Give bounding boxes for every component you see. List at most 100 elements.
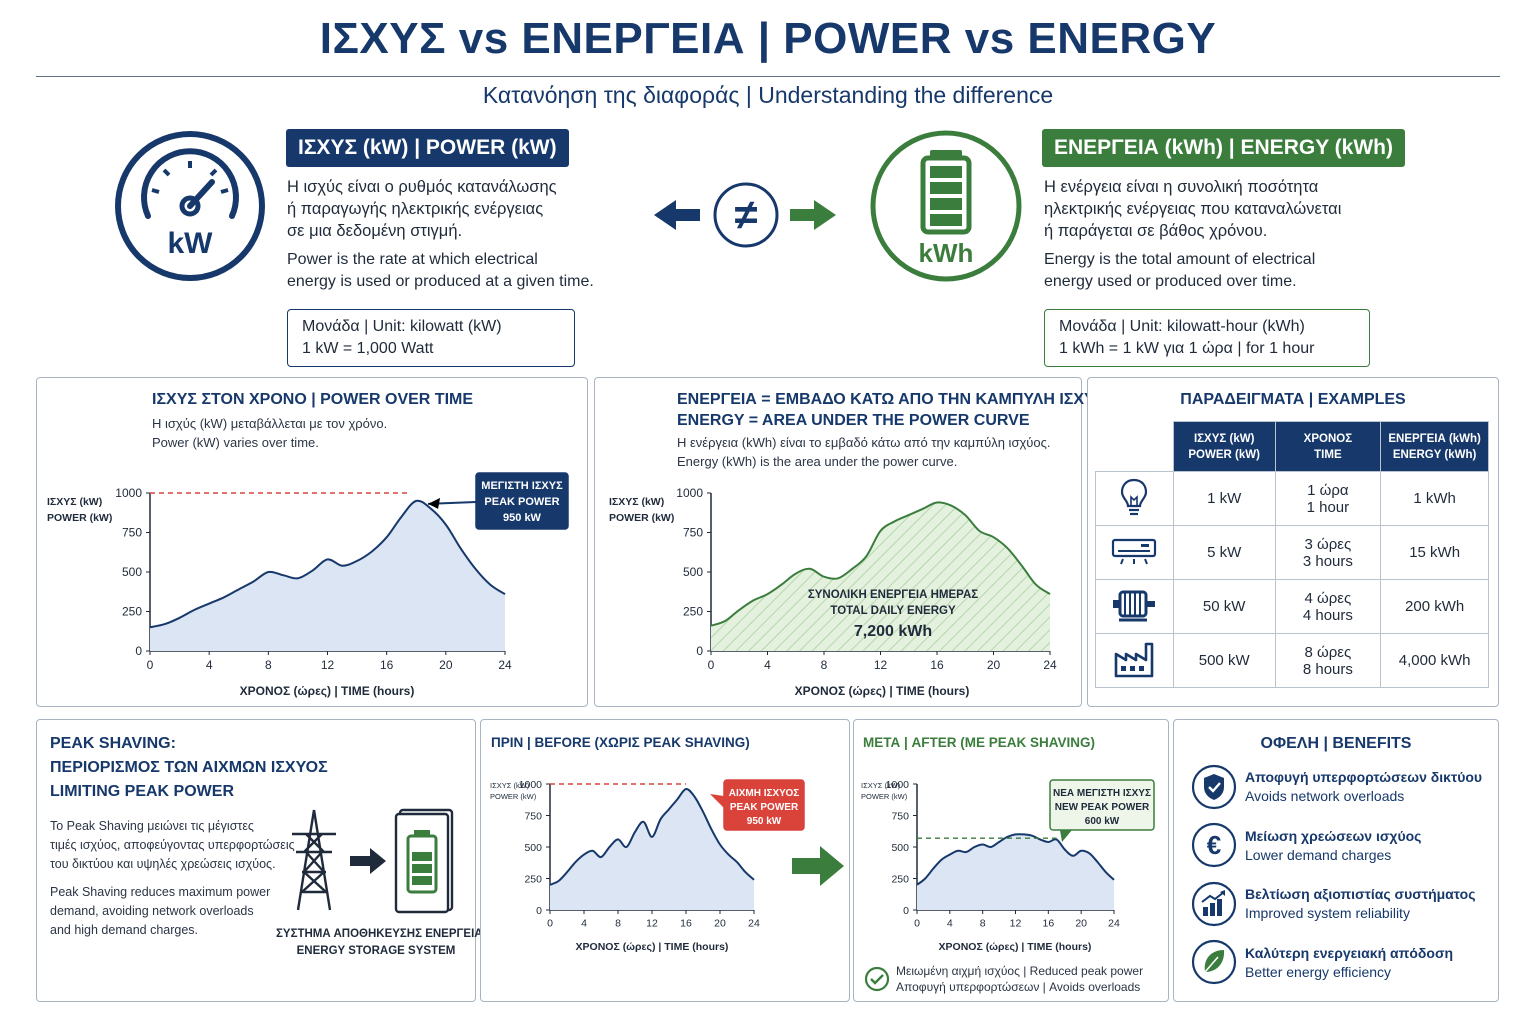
peak-callout-line-2: PEAK POWER (484, 496, 559, 508)
x-tick-label: 4 (581, 918, 587, 930)
peak-desc-en-1: Peak Shaving reduces maximum power (50, 885, 271, 899)
example-time: 3 ώρες 3 hours (1274, 525, 1382, 580)
benefit-2-gr: Μείωση χρεώσεων ισχύος (1245, 828, 1422, 844)
example-power: 500 kW (1172, 633, 1276, 688)
before-callout-line-1: ΑΙΧΜΗ ΙΣΧΥΟΣ (729, 788, 800, 799)
y-tick-label: 250 (524, 874, 542, 886)
lightbulb-icon (1095, 471, 1174, 526)
y-tick-label: 750 (683, 526, 703, 540)
not-equal-icon: ≠ (734, 191, 757, 238)
y-tick-label: 500 (122, 565, 142, 579)
power-unit-line-1: Μονάδα | Unit: kilowatt (kW) (302, 318, 502, 335)
x-tick-label: 16 (1042, 918, 1054, 930)
callout-arrow (710, 794, 724, 808)
energy-area-chart: 0 250 500 750 1000 0 4 8 12 16 20 24 ΙΣΧΥΣ (kW) POWER… (609, 486, 1057, 698)
arrow-right-icon (350, 848, 386, 874)
y-axis-label-gr: ΙΣΧΥΣ (kW) (609, 496, 664, 508)
area-label-3: 7,200 kWh (854, 623, 932, 640)
y-tick-label: 0 (536, 905, 542, 917)
check-circle-icon (864, 966, 890, 992)
after-callout-line-2: NEW PEAK POWER (1055, 802, 1150, 813)
table-row: 5 kW 3 ώρες 3 hours 15 kWh (1095, 525, 1489, 580)
series-area (550, 788, 754, 910)
x-tick-label: 4 (206, 658, 213, 672)
area-label-2: TOTAL DAILY ENERGY (830, 605, 956, 617)
page-title: ΙΣΧΥΣ vs ΕΝΕΡΓΕΙΑ | POWER vs ENERGY (319, 14, 1217, 63)
arrow-right-icon (792, 846, 844, 886)
energy-desc-en-1: Energy is the total amount of electrical (1044, 251, 1316, 268)
x-tick-label: 8 (821, 658, 828, 672)
energy-unit-line-2: 1 kWh = 1 kW για 1 ώρα | for 1 hour (1059, 340, 1315, 357)
peak-desc-en-2: demand, avoiding network overloads (50, 904, 254, 918)
power-desc-en-2: energy is used or produced at a given ti… (287, 273, 594, 290)
y-axis-label-en: POWER (kW) (47, 512, 112, 524)
after-panel (853, 719, 1169, 1002)
x-tick-label: 16 (380, 658, 394, 672)
benefit-3-gr: Βελτίωση αξιοπιστίας συστήματος (1245, 886, 1476, 902)
energy-desc-gr-2: ηλεκτρικής ενέργειας που καταναλώνεται (1044, 200, 1342, 218)
x-tick-label: 20 (439, 658, 453, 672)
y-axis-label-gr: ΙΣΧΥΣ (kW) (490, 781, 530, 790)
before-callout-line-2: PEAK POWER (730, 802, 799, 813)
power-unit-line-2: 1 kW = 1,000 Watt (302, 340, 434, 357)
example-time: 1 ώρα 1 hour (1274, 471, 1382, 526)
x-tick-label: 20 (987, 658, 1001, 672)
example-time: 4 ώρες 4 hours (1274, 579, 1382, 634)
after-result-2: Αποφυγή υπερφορτώσεων | Avoids overloads (896, 980, 1141, 994)
y-tick-label: 1000 (115, 486, 142, 500)
example-power: 1 kW (1172, 471, 1276, 526)
y-tick-label: 500 (683, 565, 703, 579)
y-tick-label: 750 (524, 811, 542, 823)
peak-title-2: ΠΕΡΙΟΡΙΣΜΟΣ ΤΩΝ ΑΙΧΜΩΝ ΙΣΧΥΟΣ (50, 759, 328, 776)
x-tick-label: 20 (714, 918, 726, 930)
x-axis-label: ΧΡΟΝΟΣ (ώρες) | TIME (hours) (240, 684, 415, 698)
energy-badge: ΕΝΕΡΓΕΙΑ (kWh) | ENERGY (kWh) (1042, 129, 1405, 167)
benefit-4-en: Better energy efficiency (1245, 964, 1392, 980)
before-chart: 0 250 500 750 1000 0 4 8 12 16 20 24 ΙΣΧΥΣ (kW) POWER… (490, 779, 805, 953)
x-axis-label: ΧΡΟΝΟΣ (ώρες) | TIME (hours) (576, 941, 729, 953)
examples-table: ΙΣΧΥΣ (kW) POWER (kW) ΧΡΟΝΟΣ TIME ΕΝΕΡΓΕΙΑ… (1095, 421, 1489, 688)
x-tick-label: 0 (914, 918, 920, 930)
x-axis-label: ΧΡΟΝΟΣ (ώρες) | TIME (hours) (939, 941, 1092, 953)
x-tick-label: 8 (265, 658, 272, 672)
x-tick-label: 8 (615, 918, 621, 930)
peak-title-1: PEAK SHAVING: (50, 735, 176, 752)
y-axis-label-gr: ΙΣΧΥΣ (kW) (47, 496, 102, 508)
energy-desc-gr-1: Η ενέργεια είναι η συνολική ποσότητα (1044, 178, 1319, 196)
example-power: 5 kW (1172, 525, 1276, 580)
battery-icon: kWh (870, 130, 1022, 282)
table-row: 500 kW 8 ώρες 8 hours 4,000 kWh (1095, 633, 1489, 688)
not-equal-graphic: ≠ (654, 182, 836, 248)
example-energy: 4,000 kWh (1380, 633, 1489, 688)
example-power: 50 kW (1172, 579, 1276, 634)
callout-arrow (1060, 830, 1072, 842)
benefit-1-gr: Αποφυγή υπερφορτώσεων δικτύου (1245, 769, 1483, 785)
table-row: 50 kW 4 ώρες 4 hours 200 kWh (1095, 579, 1489, 634)
x-tick-label: 24 (1108, 918, 1120, 930)
title-divider (36, 76, 1500, 77)
y-tick-label: 0 (135, 644, 142, 658)
y-axis-label-en: POWER (kW) (490, 792, 537, 801)
x-tick-label: 4 (947, 918, 953, 930)
y-tick-label: 0 (903, 905, 909, 917)
benefit-4-gr: Καλύτερη ενεργειακή απόδοση (1245, 945, 1454, 961)
y-tick-label: 750 (891, 811, 909, 823)
series-area (711, 502, 1050, 651)
arrow-right-icon (790, 200, 836, 230)
y-tick-label: 0 (696, 644, 703, 658)
y-axis-label-en: POWER (kW) (861, 792, 908, 801)
energy-chart-desc-en: Energy (kWh) is the area under the power… (677, 454, 958, 469)
energy-chart-desc-gr: Η ενέργεια (kWh) είναι το εμβαδό κάτω απ… (677, 435, 1051, 450)
after-callout-line-1: ΝΕΑ ΜΕΓΙΣΤΗ ΙΣΧΥΣ (1053, 788, 1151, 799)
after-result-1: Μειωμένη αιχμή ισχύος | Reduced peak pow… (896, 964, 1144, 978)
energy-unit-line-1: Μονάδα | Unit: kilowatt-hour (kWh) (1059, 318, 1305, 335)
factory-icon (1095, 633, 1174, 688)
peak-desc-gr-2: τιμές ισχύος, αποφεύγοντας υπερφορτώσεις (50, 838, 295, 852)
energy-chart-title-1: ΕΝΕΡΓΕΙΑ = ΕΜΒΑΔΟ ΚΑΤΩ ΑΠΟ ΤΗΝ ΚΑΜΠΥΛΗ Ι… (677, 391, 1117, 408)
motor-icon (1095, 579, 1174, 634)
storage-graphic (292, 808, 454, 914)
gauge-icon: kW (115, 131, 265, 281)
peak-desc-en-3: and high demand charges. (50, 923, 199, 937)
y-tick-label: 500 (891, 842, 909, 854)
x-tick-label: 8 (980, 918, 986, 930)
